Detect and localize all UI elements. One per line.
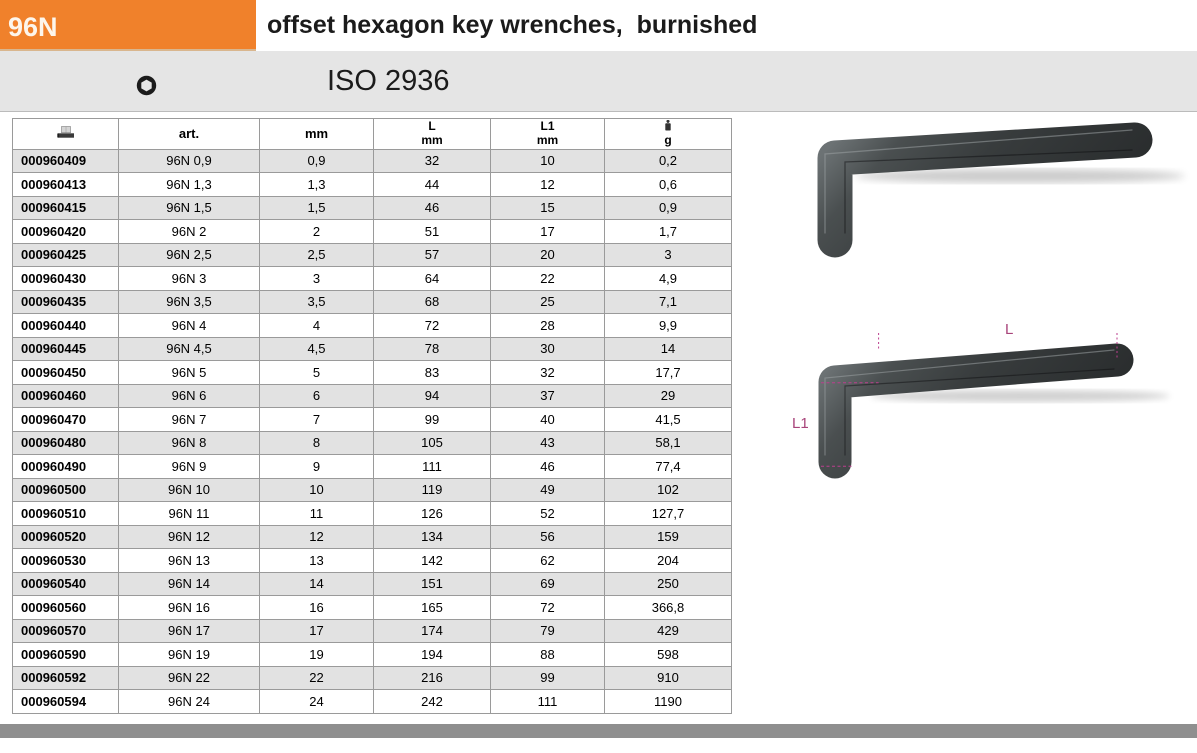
svg-text:L1: L1 — [792, 415, 809, 432]
svg-text:L: L — [1005, 321, 1013, 338]
